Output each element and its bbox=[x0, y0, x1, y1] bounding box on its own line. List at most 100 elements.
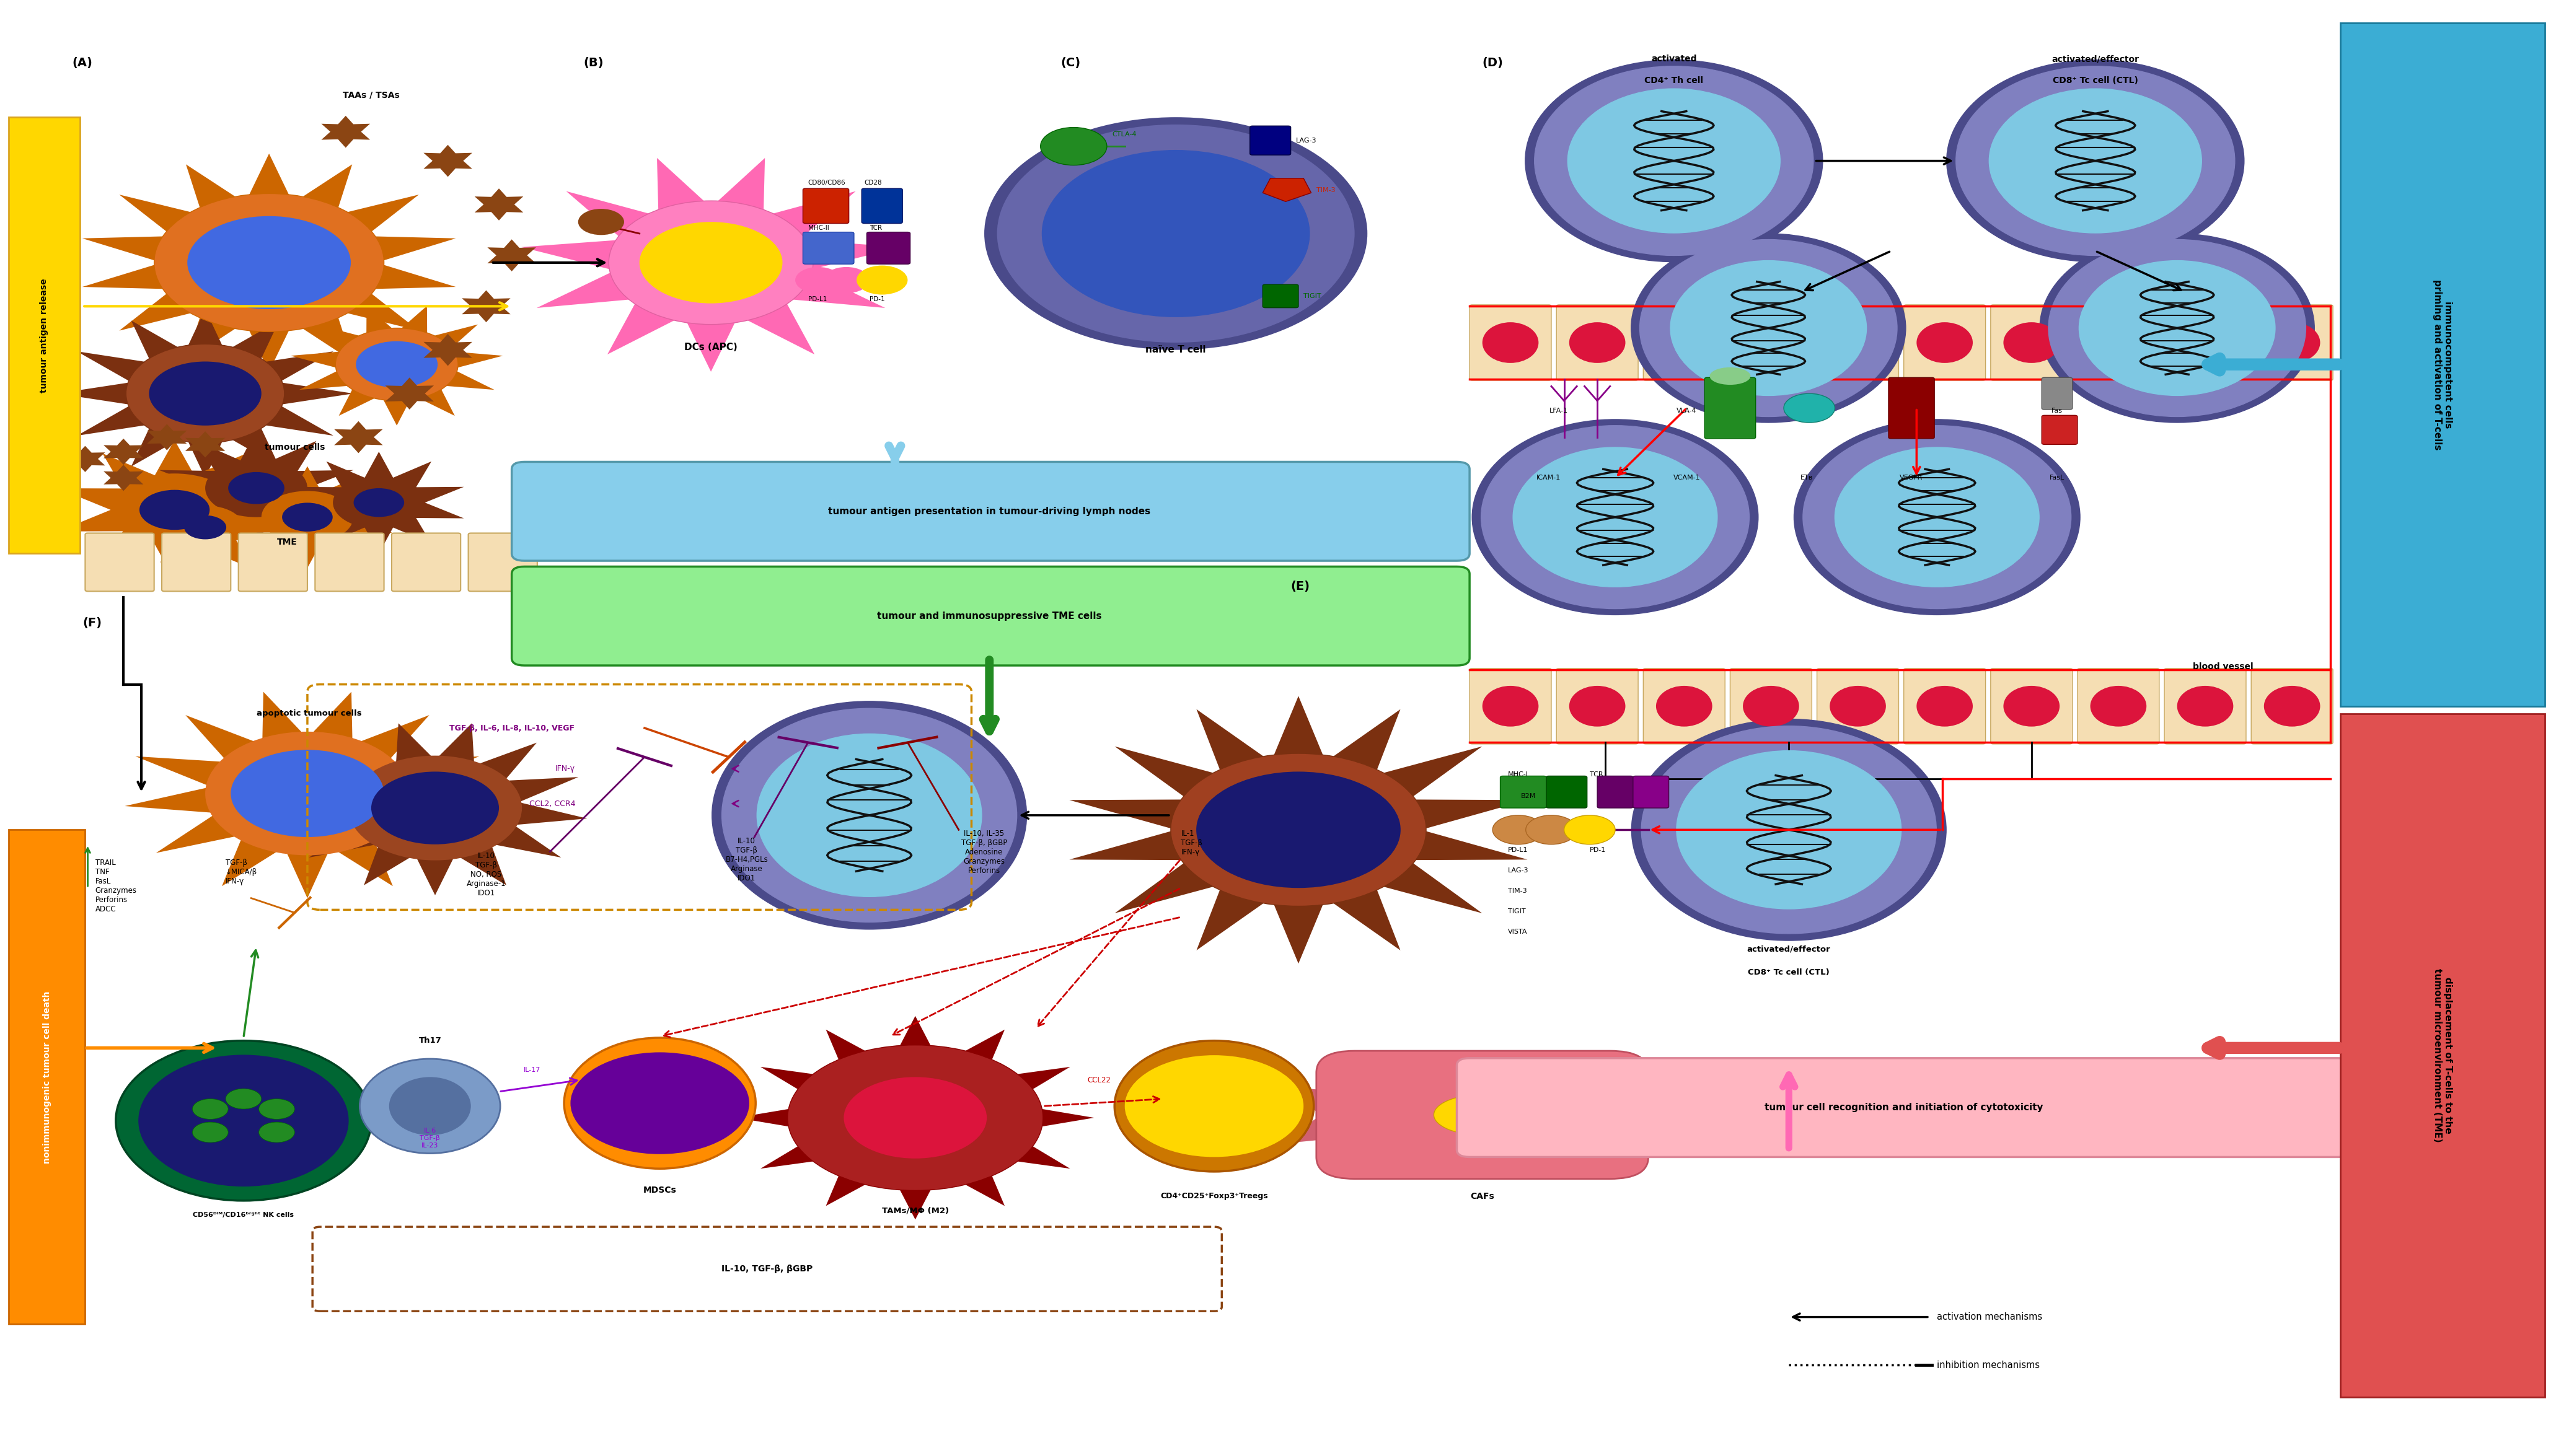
FancyBboxPatch shape bbox=[1644, 304, 1725, 380]
Circle shape bbox=[578, 208, 624, 234]
Polygon shape bbox=[148, 424, 187, 450]
Ellipse shape bbox=[2047, 239, 2306, 416]
Text: TAAs / TSAs: TAAs / TSAs bbox=[343, 92, 399, 99]
FancyBboxPatch shape bbox=[2341, 23, 2546, 706]
Ellipse shape bbox=[1989, 89, 2201, 233]
Ellipse shape bbox=[608, 201, 813, 325]
Text: CCL22: CCL22 bbox=[1086, 1076, 1112, 1083]
FancyBboxPatch shape bbox=[511, 566, 1470, 665]
Polygon shape bbox=[291, 306, 504, 425]
Ellipse shape bbox=[997, 124, 1355, 342]
FancyBboxPatch shape bbox=[1546, 776, 1587, 808]
Ellipse shape bbox=[1802, 425, 2070, 609]
FancyBboxPatch shape bbox=[803, 232, 854, 264]
Text: (C): (C) bbox=[1061, 57, 1081, 68]
Circle shape bbox=[166, 505, 243, 549]
Text: CD8⁺ Tc cell (CTL): CD8⁺ Tc cell (CTL) bbox=[1748, 968, 1830, 977]
FancyBboxPatch shape bbox=[2078, 668, 2160, 744]
FancyBboxPatch shape bbox=[468, 533, 537, 591]
Ellipse shape bbox=[1830, 322, 1886, 363]
Polygon shape bbox=[488, 239, 537, 271]
Text: CTLA-4: CTLA-4 bbox=[1112, 131, 1137, 138]
Text: MHC-II: MHC-II bbox=[808, 224, 828, 232]
Text: PD-L1: PD-L1 bbox=[1508, 847, 1528, 853]
Text: TGF-β
↓MICA/β
IFN-γ: TGF-β ↓MICA/β IFN-γ bbox=[225, 859, 258, 885]
Ellipse shape bbox=[1677, 751, 1902, 909]
Polygon shape bbox=[1278, 1057, 1457, 1174]
Text: IL-17: IL-17 bbox=[524, 1067, 542, 1073]
Circle shape bbox=[856, 265, 907, 294]
FancyBboxPatch shape bbox=[1457, 1059, 2352, 1158]
Polygon shape bbox=[105, 438, 143, 464]
Circle shape bbox=[258, 1099, 294, 1120]
Ellipse shape bbox=[1656, 686, 1713, 727]
Polygon shape bbox=[284, 724, 588, 895]
Circle shape bbox=[1526, 815, 1577, 844]
Text: MDSCs: MDSCs bbox=[644, 1187, 677, 1195]
Text: PD-L1: PD-L1 bbox=[808, 296, 826, 301]
Text: VLA-4: VLA-4 bbox=[1677, 408, 1697, 414]
Ellipse shape bbox=[1631, 719, 1945, 941]
Circle shape bbox=[823, 266, 869, 293]
Text: PD-1: PD-1 bbox=[869, 296, 884, 301]
FancyBboxPatch shape bbox=[1705, 377, 1756, 438]
Ellipse shape bbox=[138, 1056, 348, 1187]
Ellipse shape bbox=[335, 328, 458, 400]
Ellipse shape bbox=[1472, 419, 1759, 614]
Text: (F): (F) bbox=[82, 617, 102, 629]
Text: activated: activated bbox=[1651, 55, 1697, 64]
Ellipse shape bbox=[2004, 322, 2060, 363]
Ellipse shape bbox=[1513, 447, 1718, 587]
Text: (B): (B) bbox=[583, 57, 603, 68]
Ellipse shape bbox=[1567, 89, 1779, 233]
FancyBboxPatch shape bbox=[2165, 668, 2247, 744]
FancyBboxPatch shape bbox=[8, 116, 79, 553]
Text: TIGIT: TIGIT bbox=[1304, 293, 1321, 298]
Text: (E): (E) bbox=[1291, 581, 1311, 593]
Polygon shape bbox=[294, 451, 465, 553]
Text: VISTA: VISTA bbox=[1508, 929, 1528, 935]
Circle shape bbox=[141, 489, 210, 530]
Circle shape bbox=[1196, 772, 1401, 888]
Text: CD4⁺ Th cell: CD4⁺ Th cell bbox=[1644, 77, 1702, 86]
Text: (D): (D) bbox=[1482, 57, 1503, 68]
Circle shape bbox=[261, 491, 353, 543]
FancyBboxPatch shape bbox=[2341, 713, 2546, 1396]
Ellipse shape bbox=[721, 709, 1017, 922]
FancyBboxPatch shape bbox=[1557, 668, 1638, 744]
FancyBboxPatch shape bbox=[2042, 377, 2073, 409]
Circle shape bbox=[1040, 127, 1107, 165]
Polygon shape bbox=[475, 188, 524, 220]
FancyBboxPatch shape bbox=[1991, 668, 2073, 744]
Polygon shape bbox=[158, 430, 353, 546]
Ellipse shape bbox=[2178, 686, 2234, 727]
Ellipse shape bbox=[2178, 322, 2234, 363]
Polygon shape bbox=[424, 333, 473, 365]
Circle shape bbox=[258, 1123, 294, 1143]
Ellipse shape bbox=[1641, 239, 1897, 416]
Polygon shape bbox=[56, 309, 353, 478]
Text: activated/effector: activated/effector bbox=[2052, 55, 2139, 64]
Text: ICAM-1: ICAM-1 bbox=[1536, 475, 1562, 480]
Circle shape bbox=[110, 473, 238, 546]
FancyBboxPatch shape bbox=[1633, 776, 1669, 808]
Polygon shape bbox=[736, 1016, 1094, 1220]
Text: TRAIL
TNF
FasL
Granzymes
Perforins
ADCC: TRAIL TNF FasL Granzymes Perforins ADCC bbox=[95, 859, 138, 913]
Polygon shape bbox=[133, 483, 279, 571]
Circle shape bbox=[225, 1089, 261, 1109]
FancyBboxPatch shape bbox=[1817, 304, 1899, 380]
Ellipse shape bbox=[1955, 66, 2234, 255]
Circle shape bbox=[227, 472, 284, 504]
Text: CD8⁺ Tc cell (CTL): CD8⁺ Tc cell (CTL) bbox=[2052, 77, 2139, 86]
Text: IL-10
TGF-β
NO, ROS
Arginase-1
IDO1: IL-10 TGF-β NO, ROS Arginase-1 IDO1 bbox=[465, 852, 506, 897]
Text: IFN-γ: IFN-γ bbox=[555, 764, 575, 773]
Ellipse shape bbox=[1743, 686, 1799, 727]
Text: CD4⁺CD25⁺Foxp3⁺Treegs: CD4⁺CD25⁺Foxp3⁺Treegs bbox=[1160, 1192, 1268, 1200]
Circle shape bbox=[1493, 815, 1544, 844]
Text: CCL2, CCR4: CCL2, CCR4 bbox=[529, 799, 575, 808]
FancyBboxPatch shape bbox=[1263, 284, 1298, 307]
FancyBboxPatch shape bbox=[1904, 668, 1986, 744]
Text: LAG-3: LAG-3 bbox=[1508, 868, 1528, 874]
Polygon shape bbox=[335, 421, 383, 453]
Ellipse shape bbox=[1526, 60, 1822, 262]
